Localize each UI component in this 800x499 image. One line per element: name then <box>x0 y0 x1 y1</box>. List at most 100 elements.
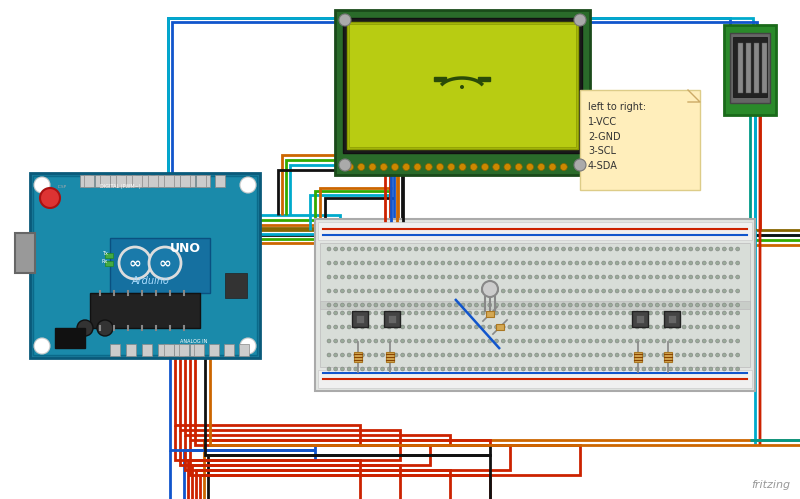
Circle shape <box>722 303 726 307</box>
Circle shape <box>609 289 613 293</box>
Circle shape <box>119 247 151 279</box>
Circle shape <box>729 367 733 371</box>
Circle shape <box>494 261 498 265</box>
Bar <box>225 273 247 298</box>
Circle shape <box>689 325 693 329</box>
Circle shape <box>374 339 378 343</box>
Circle shape <box>534 247 538 251</box>
Circle shape <box>702 289 706 293</box>
Circle shape <box>562 367 566 371</box>
Circle shape <box>595 325 599 329</box>
Circle shape <box>367 247 371 251</box>
Circle shape <box>381 367 385 371</box>
Circle shape <box>662 353 666 357</box>
Circle shape <box>574 14 586 26</box>
Circle shape <box>522 325 526 329</box>
Circle shape <box>341 247 344 251</box>
Circle shape <box>77 320 93 336</box>
Circle shape <box>555 311 558 315</box>
Circle shape <box>488 303 492 307</box>
Circle shape <box>347 367 351 371</box>
Circle shape <box>568 261 572 265</box>
Circle shape <box>542 275 546 279</box>
Circle shape <box>555 303 558 307</box>
Circle shape <box>682 289 686 293</box>
Circle shape <box>548 367 552 371</box>
Circle shape <box>675 367 679 371</box>
Circle shape <box>702 275 706 279</box>
Circle shape <box>602 275 606 279</box>
Circle shape <box>387 289 391 293</box>
Circle shape <box>635 353 639 357</box>
Circle shape <box>414 353 418 357</box>
Circle shape <box>514 339 518 343</box>
Circle shape <box>381 289 385 293</box>
Circle shape <box>534 311 538 315</box>
Circle shape <box>528 339 532 343</box>
Circle shape <box>374 247 378 251</box>
Bar <box>733 37 767 97</box>
Circle shape <box>339 159 351 171</box>
Circle shape <box>481 353 485 357</box>
Circle shape <box>642 367 646 371</box>
Circle shape <box>682 325 686 329</box>
Circle shape <box>542 303 546 307</box>
Circle shape <box>588 325 592 329</box>
Circle shape <box>562 311 566 315</box>
Circle shape <box>374 275 378 279</box>
Circle shape <box>662 261 666 265</box>
Circle shape <box>522 353 526 357</box>
Circle shape <box>474 367 478 371</box>
Circle shape <box>327 261 331 265</box>
Circle shape <box>387 325 391 329</box>
Circle shape <box>434 261 438 265</box>
Circle shape <box>575 247 579 251</box>
Circle shape <box>635 367 639 371</box>
Circle shape <box>522 289 526 293</box>
Circle shape <box>441 303 445 307</box>
Circle shape <box>454 275 458 279</box>
Circle shape <box>629 353 633 357</box>
Circle shape <box>582 275 586 279</box>
Circle shape <box>669 353 673 357</box>
Circle shape <box>560 164 567 171</box>
Circle shape <box>528 303 532 307</box>
Circle shape <box>501 303 506 307</box>
Circle shape <box>387 303 391 307</box>
Circle shape <box>736 289 740 293</box>
Circle shape <box>514 353 518 357</box>
Bar <box>80 175 90 187</box>
Bar <box>179 344 189 356</box>
Circle shape <box>508 275 512 279</box>
Circle shape <box>341 353 344 357</box>
Circle shape <box>622 261 626 265</box>
Circle shape <box>528 275 532 279</box>
Circle shape <box>534 367 538 371</box>
Circle shape <box>615 353 619 357</box>
Circle shape <box>542 325 546 329</box>
Circle shape <box>454 289 458 293</box>
Circle shape <box>709 275 713 279</box>
Circle shape <box>347 303 351 307</box>
Circle shape <box>414 247 418 251</box>
Circle shape <box>421 289 425 293</box>
Circle shape <box>482 281 498 297</box>
Circle shape <box>629 303 633 307</box>
Circle shape <box>346 164 354 171</box>
Circle shape <box>682 311 686 315</box>
Circle shape <box>347 353 351 357</box>
Circle shape <box>568 339 572 343</box>
Circle shape <box>387 275 391 279</box>
Circle shape <box>434 289 438 293</box>
Circle shape <box>481 261 485 265</box>
Circle shape <box>468 261 472 265</box>
Circle shape <box>381 339 385 343</box>
Bar <box>664 352 672 362</box>
Circle shape <box>394 353 398 357</box>
Circle shape <box>729 339 733 343</box>
Circle shape <box>562 325 566 329</box>
Circle shape <box>240 338 256 354</box>
Circle shape <box>615 339 619 343</box>
Circle shape <box>334 367 338 371</box>
Circle shape <box>327 275 331 279</box>
